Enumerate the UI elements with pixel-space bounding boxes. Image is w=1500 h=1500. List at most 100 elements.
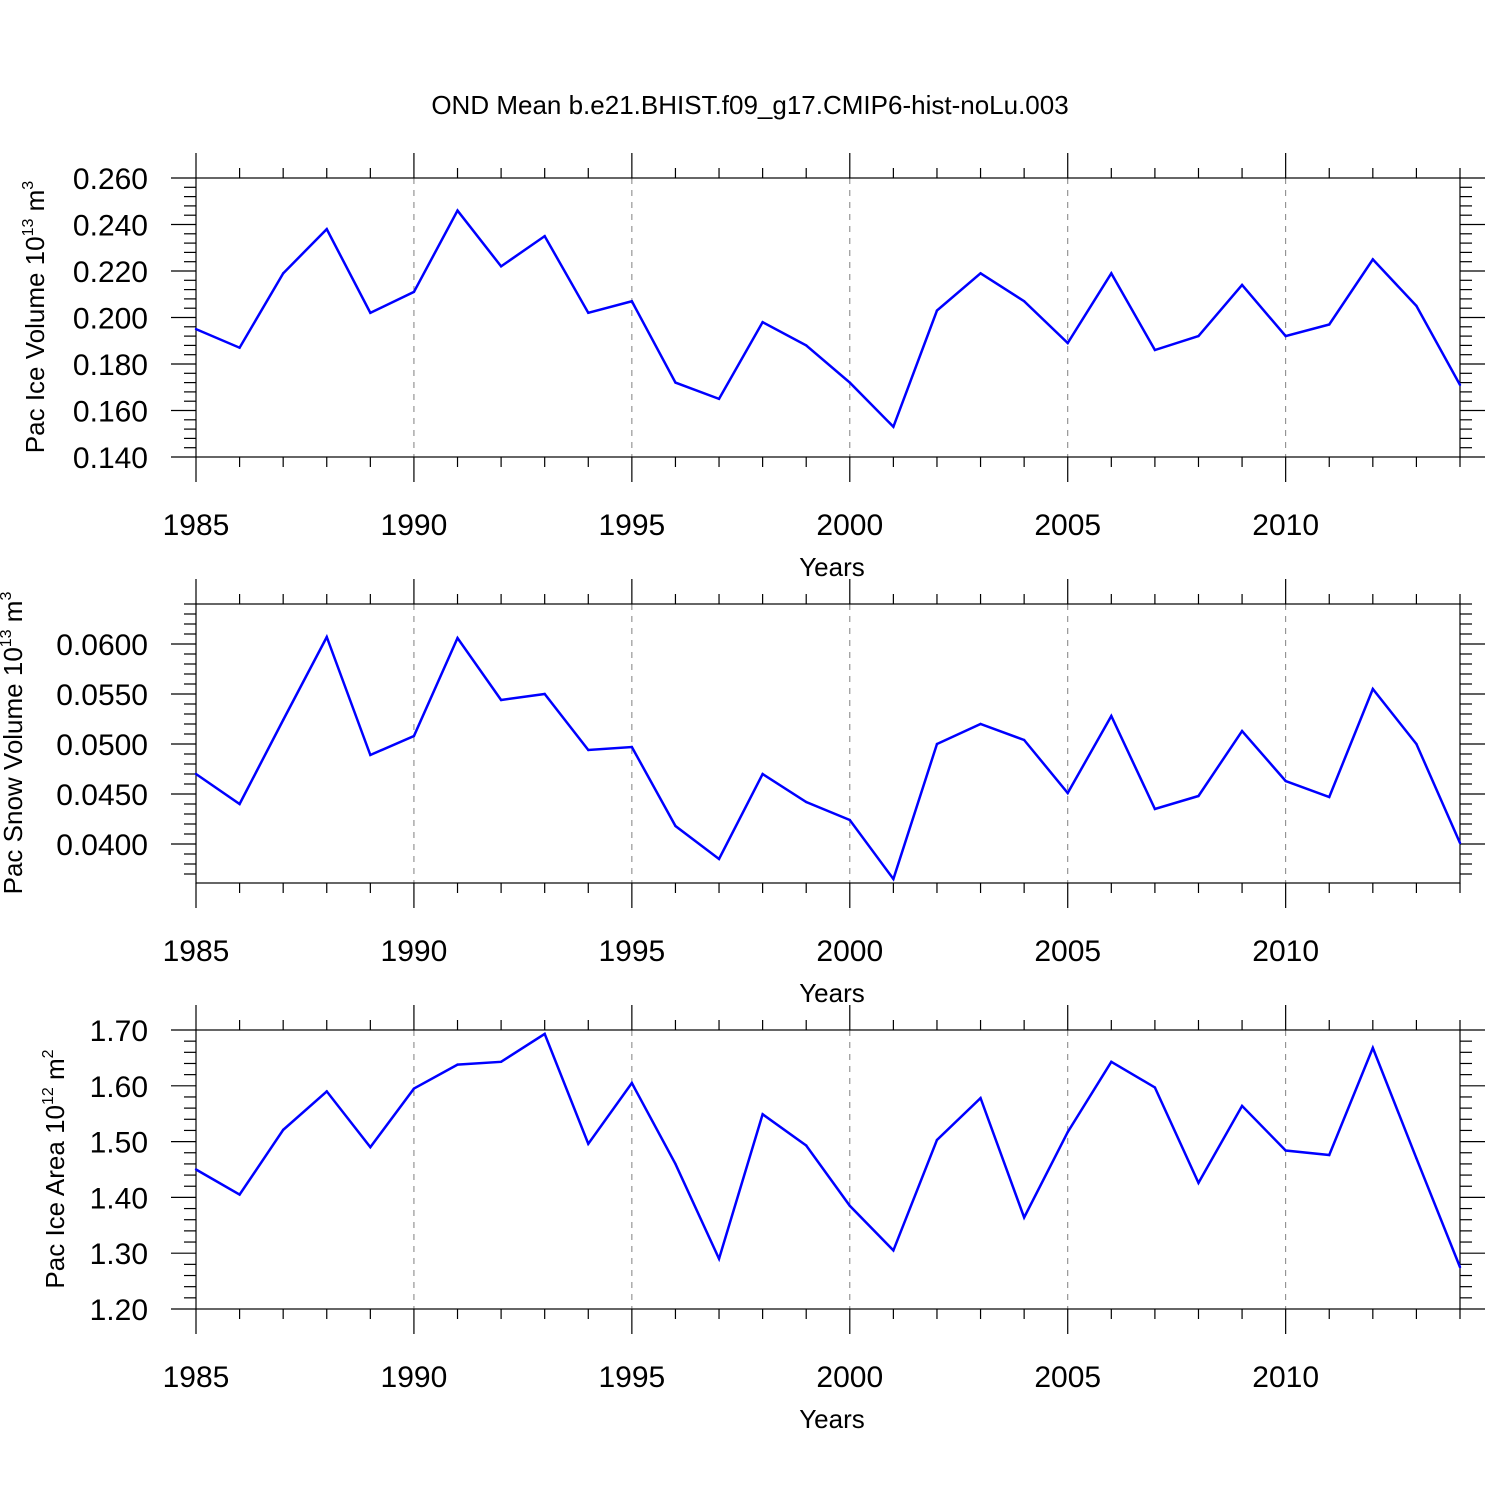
data-point bbox=[587, 1142, 590, 1146]
x-tick-label: 2005 bbox=[1034, 509, 1101, 542]
y-tick-label: 0.180 bbox=[73, 349, 148, 382]
data-point bbox=[238, 1193, 241, 1196]
series-line bbox=[195, 208, 1462, 430]
data-point bbox=[499, 1060, 503, 1064]
data-point bbox=[630, 745, 634, 749]
data-point bbox=[456, 209, 459, 212]
y-axis-title-text: m bbox=[40, 1058, 70, 1087]
y-tick-label: 1.20 bbox=[90, 1294, 148, 1327]
data-point bbox=[1415, 304, 1418, 308]
data-point bbox=[935, 1138, 939, 1142]
data-point bbox=[1197, 794, 1200, 798]
series-line bbox=[195, 1032, 1462, 1268]
data-point bbox=[1240, 283, 1244, 287]
data-point bbox=[892, 877, 895, 881]
data-point bbox=[499, 265, 503, 268]
data-point bbox=[1022, 300, 1026, 303]
data-point bbox=[1066, 791, 1069, 795]
y-tick-label: 1.40 bbox=[90, 1182, 148, 1215]
data-point bbox=[1284, 1149, 1287, 1152]
x-tick-label: 1990 bbox=[381, 935, 448, 968]
y-axis-title-superscript: 13 bbox=[20, 218, 37, 236]
data-point bbox=[1284, 334, 1287, 338]
data-point bbox=[630, 300, 634, 303]
data-point bbox=[1458, 1265, 1462, 1269]
x-tick-label: 1995 bbox=[598, 509, 665, 542]
data-point bbox=[587, 748, 590, 752]
x-tick-label: 1990 bbox=[381, 1361, 448, 1394]
y-tick-label: 0.140 bbox=[73, 442, 148, 475]
y-tick-label: 0.240 bbox=[73, 210, 148, 243]
y-tick-label: 1.70 bbox=[90, 1015, 148, 1048]
x-axis-title: Years bbox=[799, 1404, 865, 1434]
y-tick-label: 0.0500 bbox=[56, 729, 148, 762]
data-point bbox=[674, 1162, 677, 1166]
y-axis-title-text: Pac Snow Volume 10 bbox=[0, 647, 28, 894]
y-axis-title-superscript: 13 bbox=[0, 629, 15, 647]
data-point bbox=[848, 1204, 851, 1207]
data-point bbox=[1110, 1060, 1113, 1064]
data-point bbox=[761, 320, 764, 324]
x-tick-label: 2010 bbox=[1252, 935, 1319, 968]
data-point bbox=[1110, 272, 1113, 275]
data-point bbox=[1153, 1086, 1157, 1089]
data-point bbox=[1415, 1157, 1418, 1160]
data-point bbox=[1415, 742, 1418, 746]
x-tick-label: 1995 bbox=[598, 1361, 665, 1394]
data-point bbox=[674, 381, 677, 384]
data-point bbox=[499, 698, 503, 702]
y-axis-title: Pac Snow Volume 1013 m3 bbox=[0, 592, 28, 895]
data-point bbox=[412, 290, 416, 294]
data-point bbox=[194, 1168, 198, 1171]
x-tick-label: 2010 bbox=[1252, 1361, 1319, 1394]
data-point bbox=[1240, 729, 1244, 733]
y-tick-label: 0.220 bbox=[73, 256, 148, 289]
data-point bbox=[238, 346, 241, 349]
panel-2: 1985 1990 1995 2000 2005 2010 0.0400 0.0450 0.05… bbox=[0, 579, 1485, 1008]
x-tick-label: 1985 bbox=[163, 935, 230, 968]
data-point bbox=[892, 1249, 895, 1252]
x-tick-label: 2000 bbox=[816, 935, 883, 968]
data-point bbox=[935, 742, 939, 746]
y-axis-title-superscript: 3 bbox=[20, 181, 37, 190]
data-point bbox=[587, 311, 590, 315]
data-point bbox=[805, 1144, 808, 1147]
x-tick-label: 1985 bbox=[163, 1361, 230, 1394]
data-point bbox=[1197, 1181, 1200, 1185]
data-point bbox=[412, 1087, 416, 1090]
data-point bbox=[369, 311, 372, 315]
data-point bbox=[1022, 738, 1026, 742]
data-point bbox=[369, 1145, 372, 1149]
y-tick-label: 0.200 bbox=[73, 303, 148, 336]
data-point bbox=[1458, 841, 1462, 845]
y-axis-title-text: m bbox=[0, 601, 28, 630]
y-axis-title-superscript: 12 bbox=[40, 1087, 57, 1105]
y-axis-title: Pac Ice Volume 1013 m3 bbox=[20, 181, 50, 454]
data-point bbox=[1328, 1153, 1331, 1157]
data-point bbox=[543, 234, 546, 238]
data-point bbox=[543, 692, 546, 696]
data-point bbox=[325, 635, 328, 639]
data-point bbox=[325, 227, 328, 231]
y-tick-label: 0.160 bbox=[73, 396, 148, 429]
data-point bbox=[979, 1096, 982, 1100]
data-point bbox=[674, 824, 677, 828]
y-tick-label: 0.0400 bbox=[56, 829, 148, 862]
x-tick-label: 2000 bbox=[816, 509, 883, 542]
panels: 1985 1990 1995 2000 2005 2010 0.140 0.160 0.180 0… bbox=[0, 153, 1485, 1434]
y-axis-title-text: Pac Ice Volume 10 bbox=[20, 236, 50, 453]
y-axis-title-superscript: 2 bbox=[40, 1049, 57, 1058]
data-point bbox=[281, 718, 285, 722]
data-point bbox=[761, 772, 764, 776]
data-point bbox=[717, 397, 721, 401]
data-point bbox=[717, 857, 721, 861]
series-line bbox=[195, 633, 1462, 882]
data-point bbox=[1371, 1046, 1375, 1050]
y-tick-label: 0.0450 bbox=[56, 779, 148, 812]
x-axis-title: Years bbox=[799, 978, 865, 1008]
x-tick-label: 1995 bbox=[598, 935, 665, 968]
y-tick-label: 0.260 bbox=[73, 163, 148, 196]
data-point bbox=[543, 1032, 546, 1036]
data-point bbox=[281, 1128, 285, 1132]
